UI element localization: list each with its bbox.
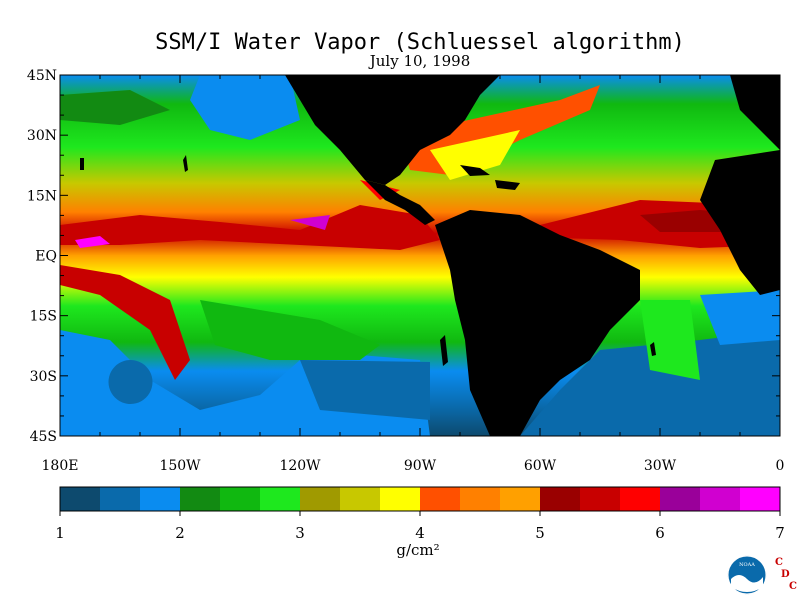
land-masses [80, 75, 780, 436]
colorbar-swatch [500, 487, 541, 511]
colorbar-unit: g/cm² [396, 541, 439, 559]
colorbar-tick-label: 6 [655, 524, 665, 542]
lon-label: 0 [776, 458, 785, 474]
longitude-axis: 180E 150W 120W 90W 60W 30W 0 [42, 75, 785, 474]
colorbar-swatch [340, 487, 381, 511]
latitude-axis: 45N 30N 15N EQ 15S 30S 45S [27, 68, 780, 445]
logo-letter-1: C [775, 557, 783, 568]
colorbar [59, 486, 781, 512]
colorbar-swatch [700, 487, 741, 511]
colorbar-tick-label: 1 [55, 524, 65, 542]
colorbar-swatch [60, 487, 101, 511]
lat-label: 30S [30, 369, 57, 385]
lon-label: 30W [644, 458, 677, 474]
colorbar-swatch [380, 487, 421, 511]
lat-label: 30N [27, 128, 57, 144]
colorbar-swatch [460, 487, 501, 511]
logo-letter-2: D [781, 569, 790, 580]
lon-label: 90W [404, 458, 437, 474]
colorbar-swatch [220, 487, 261, 511]
map-subtitle: July 10, 1998 [369, 52, 471, 70]
colorbar-tick-label: 4 [415, 524, 425, 542]
colorbar-swatch [620, 487, 661, 511]
colorbar-tick-label: 3 [295, 524, 305, 542]
colorbar-tick-label: 5 [535, 524, 545, 542]
colorbar-tick-label: 7 [775, 524, 785, 542]
colorbar-ticks: 1 2 3 4 5 6 7 [55, 511, 785, 542]
colorbar-swatch [140, 487, 181, 511]
lon-label: 120W [279, 458, 321, 474]
map-title: SSM/I Water Vapor (Schluessel algorithm) [155, 30, 685, 55]
colorbar-swatch [740, 487, 781, 511]
noaa-logo: NOAA C D C [727, 555, 797, 595]
map-field [60, 75, 780, 436]
lon-label: 180E [42, 458, 79, 474]
lat-label: EQ [35, 249, 57, 265]
lat-label: 15N [27, 188, 57, 204]
colorbar-swatch [420, 487, 461, 511]
colorbar-swatch [180, 487, 221, 511]
colorbar-swatch [260, 487, 301, 511]
lat-label: 45S [30, 429, 57, 445]
lon-label: 150W [159, 458, 201, 474]
colorbar-swatch [540, 487, 581, 511]
colorbar-tick-label: 2 [175, 524, 185, 542]
lat-label: 15S [30, 309, 57, 325]
colorbar-swatch [660, 487, 701, 511]
lon-label: 60W [524, 458, 557, 474]
logo-letter-3: C [789, 581, 797, 592]
colorbar-swatch [300, 487, 341, 511]
colorbar-swatch [580, 487, 621, 511]
lat-label: 45N [27, 68, 57, 84]
logo-text: NOAA [739, 562, 755, 568]
colorbar-swatch [100, 487, 141, 511]
